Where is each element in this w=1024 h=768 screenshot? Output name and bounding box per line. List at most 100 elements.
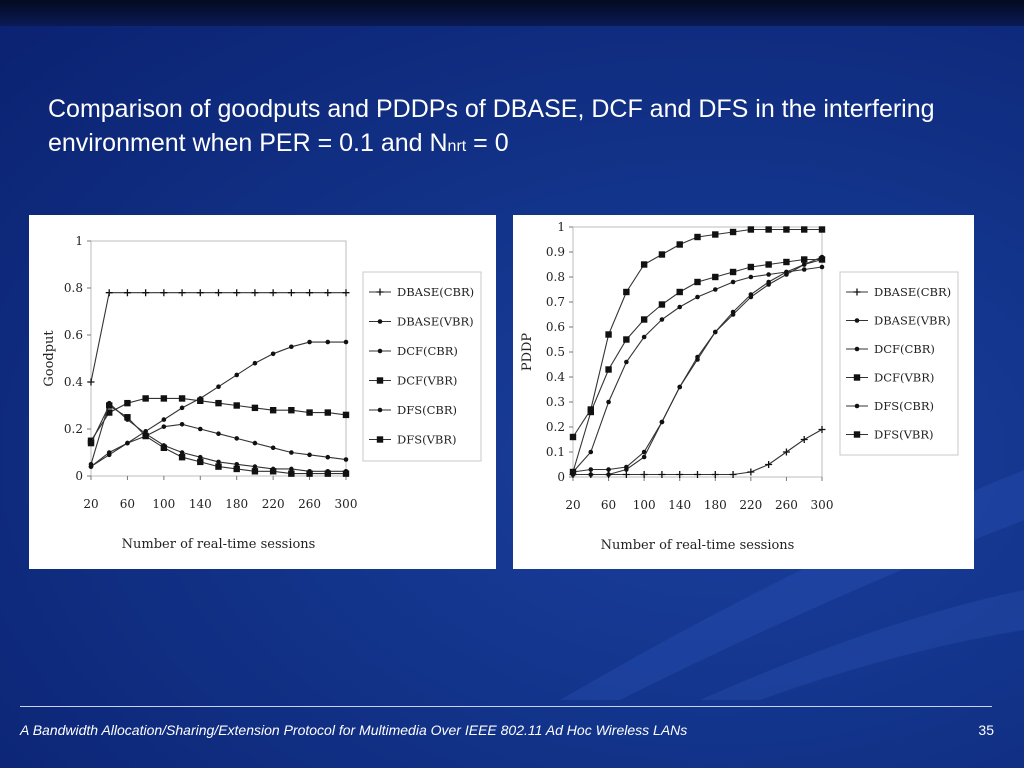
goodput-point-dcf-cbr bbox=[343, 457, 349, 462]
goodput-point-dfs-cbr bbox=[289, 466, 294, 472]
goodput-point-dbase-vbr bbox=[234, 372, 240, 378]
goodput-point-dbase-cbr bbox=[87, 378, 95, 386]
pddp-point-dcf-vbr bbox=[605, 366, 612, 373]
pddp-point-dfs-cbr bbox=[641, 454, 647, 460]
goodput-point-dcf-cbr bbox=[106, 450, 112, 455]
goodput-ytick-label: 0.8 bbox=[64, 281, 83, 295]
goodput-point-dfs-vbr bbox=[124, 414, 131, 421]
pddp-ytick-label: 0.6 bbox=[546, 320, 565, 334]
pddp-point-dbase-vbr bbox=[606, 399, 611, 405]
goodput-point-dfs-vbr bbox=[251, 468, 259, 475]
pddp-point-dcf-cbr bbox=[606, 467, 611, 472]
pddp-point-dbase-cbr bbox=[818, 426, 826, 433]
goodput-point-dbase-cbr bbox=[196, 289, 204, 297]
goodput-point-dfs-vbr bbox=[106, 402, 113, 409]
goodput-point-dbase-vbr bbox=[325, 339, 331, 345]
pddp-legend-label-dbase-cbr: DBASE(CBR) bbox=[874, 285, 951, 299]
goodput-series-dbase-vbr bbox=[88, 339, 349, 469]
pddp-point-dcf-vbr bbox=[623, 336, 630, 343]
pddp-xtick-label: 220 bbox=[739, 498, 762, 512]
pddp-point-dcf-vbr bbox=[747, 263, 755, 271]
pddp-point-dbase-vbr bbox=[730, 279, 736, 285]
goodput-xtick-label: 220 bbox=[262, 497, 285, 511]
pddp-xtick-label: 100 bbox=[633, 498, 656, 512]
pddp-point-dbase-cbr bbox=[711, 471, 719, 478]
goodput-point-dfs-vbr bbox=[178, 454, 186, 461]
pddp-ytick-label: 0.9 bbox=[546, 245, 565, 259]
pddp-point-dcf-vbr bbox=[801, 256, 808, 263]
goodput-y-axis-label: Goodput bbox=[42, 330, 57, 387]
goodput-point-dbase-cbr bbox=[269, 289, 277, 297]
goodput-point-dfs-cbr bbox=[252, 464, 258, 469]
goodput-point-dbase-cbr bbox=[123, 289, 131, 297]
goodput-legend-marker-dcf-cbr bbox=[377, 348, 383, 354]
goodput-ytick-label: 0 bbox=[75, 469, 83, 483]
pddp-point-dcf-vbr bbox=[694, 278, 701, 286]
pddp-legend: DBASE(CBR) DBASE(VBR) DCF(CBR) DCF(VBR) DFS(… bbox=[839, 271, 959, 456]
goodput-point-dbase-vbr bbox=[289, 344, 294, 350]
goodput-point-dcf-vbr bbox=[197, 397, 204, 404]
goodput-point-dbase-vbr bbox=[252, 360, 258, 366]
pddp-point-dbase-vbr bbox=[712, 287, 718, 292]
pddp-point-dbase-cbr bbox=[765, 461, 773, 468]
pddp-ytick-label: 0.8 bbox=[546, 270, 565, 284]
goodput-point-dbase-cbr bbox=[215, 289, 222, 297]
pddp-point-dfs-vbr bbox=[694, 233, 701, 241]
pddp-point-dcf-vbr bbox=[765, 261, 772, 268]
pddp-point-dfs-cbr bbox=[801, 262, 807, 267]
title-main-text: Comparison of goodputs and PDDPs of DBAS… bbox=[48, 95, 935, 157]
goodput-point-dcf-vbr bbox=[142, 395, 149, 402]
goodput-ytick-label: 0.2 bbox=[64, 422, 83, 436]
goodput-point-dcf-vbr bbox=[306, 409, 313, 416]
pddp-point-dfs-vbr bbox=[569, 433, 577, 441]
goodput-legend: DBASE(CBR) DBASE(VBR) DCF(CBR) DCF(VBR) DFS(… bbox=[362, 271, 482, 462]
pddp-point-dbase-vbr bbox=[624, 359, 629, 365]
pddp-legend-marker-dfs-vbr bbox=[853, 431, 861, 438]
goodput-point-dfs-vbr bbox=[197, 458, 204, 466]
pddp-point-dbase-vbr bbox=[588, 449, 594, 455]
goodput-point-dfs-vbr bbox=[288, 470, 295, 477]
pddp-legend-label-dbase-vbr: DBASE(VBR) bbox=[874, 314, 951, 328]
pddp-chart: 0 0.1 0.2 0.3 0.4 0.5 0.6 0.7 0.8 0.9 1 20 60 100 140 1… bbox=[520, 220, 959, 553]
pddp-point-dfs-cbr bbox=[677, 384, 683, 390]
pddp-point-dbase-cbr bbox=[747, 468, 755, 476]
goodput-point-dfs-vbr bbox=[269, 468, 277, 475]
goodput-point-dcf-cbr bbox=[216, 431, 221, 436]
goodput-point-dcf-vbr bbox=[342, 411, 350, 419]
goodput-legend-marker-dfs-vbr bbox=[376, 436, 384, 443]
pddp-xtick-label: 140 bbox=[668, 498, 691, 512]
pddp-point-dcf-cbr bbox=[588, 467, 594, 472]
pddp-point-dfs-vbr bbox=[765, 226, 772, 233]
goodput-xtick-label: 300 bbox=[335, 497, 358, 511]
goodput-point-dfs-cbr bbox=[88, 461, 94, 467]
pddp-ytick-label: 0.7 bbox=[546, 295, 565, 309]
pddp-xtick-label: 60 bbox=[601, 498, 616, 512]
pddp-point-dcf-vbr bbox=[712, 273, 719, 281]
goodput-legend-marker-dfs-cbr bbox=[377, 407, 383, 413]
goodput-chart-panel: 0 0.2 0.4 0.6 0.8 1 20 60 100 140 180 220 260 300 Numb… bbox=[29, 215, 496, 569]
pddp-point-dbase-cbr bbox=[694, 471, 701, 478]
goodput-legend-label-dcf-cbr: DCF(CBR) bbox=[397, 344, 458, 358]
pddp-point-dfs-cbr bbox=[606, 472, 611, 477]
pddp-point-dfs-vbr bbox=[747, 226, 755, 233]
goodput-legend-marker-dcf-vbr bbox=[376, 377, 384, 384]
goodput-point-dbase-cbr bbox=[142, 289, 150, 297]
goodput-point-dbase-cbr bbox=[160, 289, 168, 297]
pddp-point-dfs-cbr bbox=[624, 467, 629, 472]
goodput-point-dbase-cbr bbox=[287, 289, 295, 297]
goodput-point-dbase-cbr bbox=[105, 289, 113, 297]
pddp-chart-panel: 0 0.1 0.2 0.3 0.4 0.5 0.6 0.7 0.8 0.9 1 20 60 100 140 1… bbox=[513, 215, 974, 569]
page-number: 35 bbox=[978, 722, 994, 738]
goodput-point-dfs-vbr bbox=[324, 470, 331, 477]
pddp-xtick-label: 260 bbox=[775, 498, 798, 512]
goodput-point-dcf-vbr bbox=[106, 409, 113, 416]
footer-title: A Bandwidth Allocation/Sharing/Extension… bbox=[20, 722, 688, 738]
goodput-point-dbase-vbr bbox=[270, 351, 276, 357]
pddp-point-dfs-cbr bbox=[784, 269, 789, 275]
pddp-legend-label-dcf-cbr: DCF(CBR) bbox=[874, 342, 935, 356]
pddp-point-dbase-cbr bbox=[800, 436, 808, 443]
goodput-point-dfs-vbr bbox=[87, 439, 95, 447]
pddp-point-dfs-cbr bbox=[712, 329, 718, 335]
pddp-point-dbase-cbr bbox=[676, 471, 684, 478]
pddp-point-dfs-vbr bbox=[676, 241, 683, 248]
